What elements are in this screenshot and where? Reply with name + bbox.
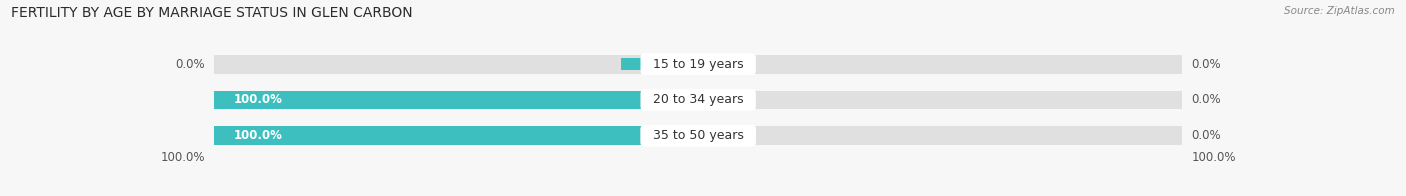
Text: 100.0%: 100.0% <box>233 93 283 106</box>
Text: 100.0%: 100.0% <box>1191 151 1236 164</box>
Bar <box>707 130 747 142</box>
Bar <box>215 55 1182 74</box>
Bar <box>215 126 699 145</box>
Text: 0.0%: 0.0% <box>1191 58 1222 71</box>
Text: 0.0%: 0.0% <box>1191 129 1222 142</box>
Text: 15 to 19 years: 15 to 19 years <box>645 58 751 71</box>
Text: FERTILITY BY AGE BY MARRIAGE STATUS IN GLEN CARBON: FERTILITY BY AGE BY MARRIAGE STATUS IN G… <box>11 6 413 20</box>
Bar <box>707 58 747 70</box>
Text: 20 to 34 years: 20 to 34 years <box>645 93 751 106</box>
Text: 35 to 50 years: 35 to 50 years <box>645 129 752 142</box>
Bar <box>621 58 659 70</box>
Text: 0.0%: 0.0% <box>1191 93 1222 106</box>
Bar <box>215 126 1182 145</box>
Bar <box>707 94 747 106</box>
Bar <box>215 91 699 109</box>
Text: 100.0%: 100.0% <box>233 129 283 142</box>
Text: Source: ZipAtlas.com: Source: ZipAtlas.com <box>1284 6 1395 16</box>
Text: 0.0%: 0.0% <box>176 58 205 71</box>
Bar <box>215 91 1182 109</box>
Text: 100.0%: 100.0% <box>160 151 205 164</box>
